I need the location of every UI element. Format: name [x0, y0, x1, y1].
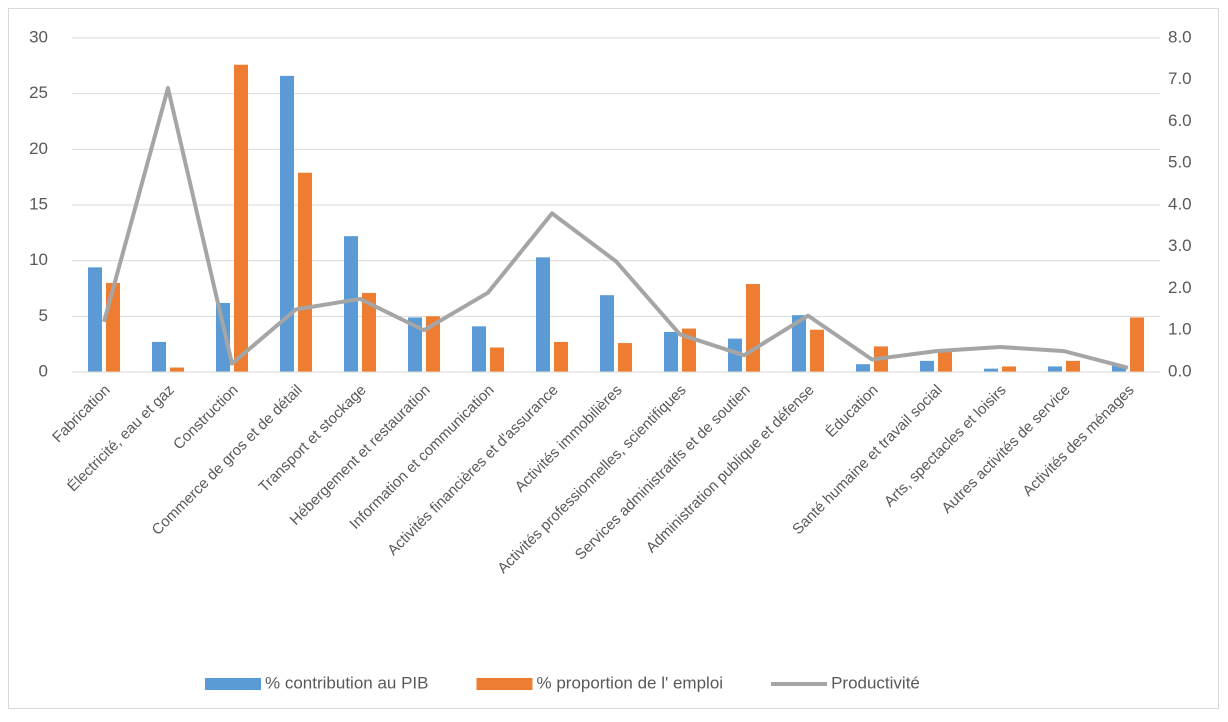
bar [1066, 360, 1080, 372]
bar [746, 284, 760, 372]
bar [1002, 366, 1016, 372]
y2-tick-label: 8.0 [1168, 27, 1192, 46]
bar [1112, 365, 1126, 372]
bar [426, 316, 440, 372]
bar [152, 341, 166, 372]
bar [344, 236, 358, 372]
bar [298, 172, 312, 372]
y2-tick-label: 6.0 [1168, 111, 1192, 130]
y-tick-label: 5 [39, 306, 48, 325]
bar [88, 267, 102, 372]
y2-tick-label: 1.0 [1168, 320, 1192, 339]
y2-tick-label: 5.0 [1168, 153, 1192, 172]
y-tick-label: 0 [39, 361, 48, 380]
bar [536, 257, 550, 372]
bar [408, 317, 422, 372]
bar [938, 350, 952, 372]
bar [920, 360, 934, 372]
y-tick-label: 20 [29, 139, 48, 158]
y-tick-label: 10 [29, 250, 48, 269]
bar [664, 331, 678, 372]
line [102, 86, 1129, 370]
legend-label: Productivité [831, 673, 920, 692]
bar [618, 343, 632, 372]
bar [984, 368, 998, 372]
bar [856, 364, 870, 372]
bar [554, 341, 568, 372]
y2-tick-label: 4.0 [1168, 194, 1192, 213]
bar [1130, 317, 1144, 372]
bar [362, 292, 376, 372]
y2-tick-label: 3.0 [1168, 236, 1192, 255]
y-tick-label: 30 [29, 27, 48, 46]
bar [216, 302, 230, 372]
legend-swatch [476, 678, 533, 690]
bar [728, 338, 742, 372]
bar [234, 64, 248, 372]
bar [170, 367, 184, 372]
y-tick-label: 15 [29, 194, 48, 213]
bar [810, 329, 824, 372]
bar [490, 347, 504, 372]
legend-label: % proportion de l' emploi [536, 673, 723, 692]
y-tick-label: 25 [29, 83, 48, 102]
y2-tick-label: 7.0 [1168, 69, 1192, 88]
bar [1048, 366, 1062, 372]
bar [472, 326, 486, 372]
bar [600, 295, 614, 372]
y2-tick-label: 2.0 [1168, 278, 1192, 297]
bar [280, 75, 294, 372]
bar [792, 315, 806, 372]
legend-label: % contribution au PIB [265, 673, 428, 692]
legend-swatch [205, 678, 261, 690]
y2-tick-label: 0.0 [1168, 361, 1192, 380]
